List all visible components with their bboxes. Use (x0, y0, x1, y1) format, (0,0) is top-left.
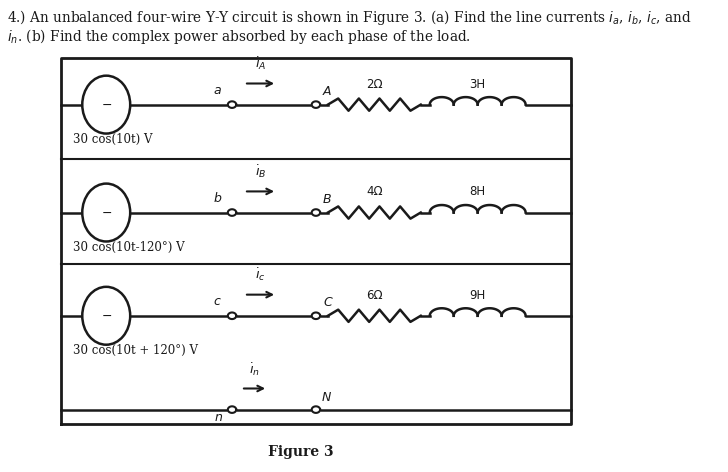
Text: 9H: 9H (470, 289, 486, 302)
Text: 30 cos(10t + 120°) V: 30 cos(10t + 120°) V (74, 344, 198, 357)
Text: 8H: 8H (470, 185, 486, 198)
Text: B: B (323, 193, 332, 206)
Polygon shape (228, 101, 236, 108)
Text: 4.) An unbalanced four-wire Y-Y circuit is shown in Figure 3. (a) Find the line : 4.) An unbalanced four-wire Y-Y circuit … (7, 8, 692, 27)
Text: A: A (323, 85, 332, 98)
Polygon shape (312, 406, 320, 413)
Text: c: c (213, 295, 221, 308)
Text: $\dot{\imath}_{A}$: $\dot{\imath}_{A}$ (255, 55, 266, 72)
Polygon shape (312, 101, 320, 108)
Text: a: a (213, 84, 221, 97)
Text: 2Ω: 2Ω (366, 77, 383, 91)
Text: n: n (215, 411, 223, 424)
Text: $i_n$. (b) Find the complex power absorbed by each phase of the load.: $i_n$. (b) Find the complex power absorb… (7, 27, 471, 46)
Polygon shape (312, 209, 320, 216)
Text: $\dot{\imath}_{n}$: $\dot{\imath}_{n}$ (249, 362, 260, 378)
Polygon shape (228, 406, 236, 413)
Text: $-$: $-$ (100, 98, 112, 111)
Text: b: b (213, 192, 221, 205)
Text: 4Ω: 4Ω (366, 185, 383, 198)
Polygon shape (228, 312, 236, 319)
Ellipse shape (82, 184, 130, 242)
Text: $-$: $-$ (100, 309, 112, 322)
Polygon shape (228, 209, 236, 216)
Text: N: N (322, 391, 331, 404)
Ellipse shape (82, 76, 130, 134)
Polygon shape (312, 312, 320, 319)
Text: $\dot{\imath}_{B}$: $\dot{\imath}_{B}$ (255, 163, 266, 180)
Text: 6Ω: 6Ω (366, 289, 383, 302)
Text: $-$: $-$ (100, 206, 112, 219)
Ellipse shape (82, 287, 130, 345)
Text: Figure 3: Figure 3 (268, 445, 333, 459)
Text: C: C (323, 296, 332, 309)
Text: $\dot{\imath}_{c}$: $\dot{\imath}_{c}$ (255, 266, 266, 283)
Text: 3H: 3H (470, 77, 486, 91)
Text: 30 cos(10t) V: 30 cos(10t) V (74, 133, 153, 146)
Text: 30 cos(10t-120°) V: 30 cos(10t-120°) V (74, 241, 185, 253)
